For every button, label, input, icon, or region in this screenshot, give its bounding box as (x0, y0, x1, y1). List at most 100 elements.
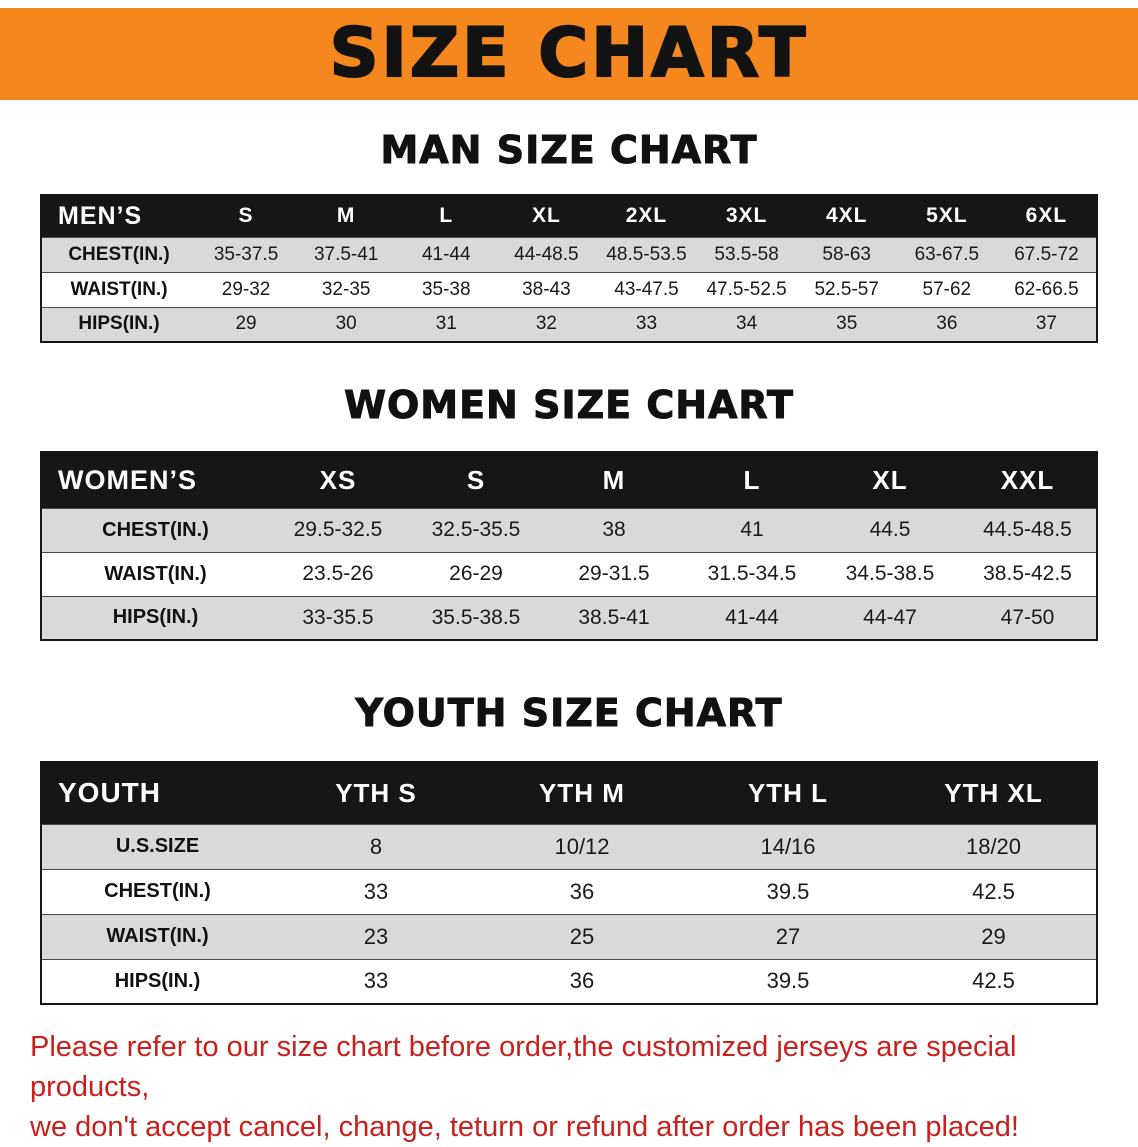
size-column-header: YTH M (479, 762, 685, 824)
youth-table-body: U.S.SIZE 8 10/12 14/16 18/20 CHEST(IN.) 33 36 39… (41, 824, 1097, 1004)
size-value-cell: 39.5 (766, 878, 810, 904)
size-value-cell: 44-47 (863, 605, 917, 629)
size-column-header: S (196, 195, 297, 237)
size-column-header: XXL (959, 452, 1097, 508)
size-value-cell: 31.5-34.5 (707, 562, 797, 585)
size-value-cell: 35-38 (421, 278, 471, 300)
row-label: HIPS(IN.) (114, 969, 201, 992)
table-row: CHEST(IN.) 35-37.5 37.5-41 41-44 44-48.5 48.5… (41, 237, 1097, 272)
size-value-cell: 57-62 (922, 278, 972, 300)
size-value-cell: 63-67.5 (914, 243, 980, 265)
size-column-header: XS (269, 452, 407, 508)
size-value-cell: 47-50 (1000, 605, 1055, 629)
size-value-cell: 33-35.5 (302, 605, 374, 629)
size-value-cell: 33 (363, 878, 389, 904)
size-value-cell: 44.5-48.5 (983, 518, 1072, 541)
row-label: WAIST(IN.) (104, 562, 207, 585)
size-value-cell: 32-35 (321, 278, 371, 300)
table-corner-label: YOUTH (41, 762, 273, 824)
size-column-header: M (545, 452, 683, 508)
table-row: U.S.SIZE 8 10/12 14/16 18/20 (41, 824, 1097, 869)
size-value-cell: 29-31.5 (578, 562, 650, 585)
size-column-header: XL (496, 195, 597, 237)
size-value-cell: 27 (775, 923, 801, 949)
size-value-cell: 29.5-32.5 (293, 518, 383, 541)
table-row: WAIST(IN.) 23.5-26 26-29 29-31.5 31.5-34.5 34… (41, 552, 1097, 596)
table-corner-label: MEN’S (41, 195, 196, 237)
size-column-header: YTH XL (891, 762, 1097, 824)
page-title: SIZE CHART (329, 14, 809, 93)
size-value-cell: 25 (569, 923, 595, 949)
row-label: CHEST(IN.) (68, 243, 170, 265)
size-value-cell: 58-63 (822, 243, 872, 265)
table-row: WAIST(IN.) 29-32 32-35 35-38 38-43 43-47.5 47.… (41, 272, 1097, 307)
size-column-header: M (296, 195, 397, 237)
table-row: HIPS(IN.) 33-35.5 35.5-38.5 38.5-41 41-44 44-… (41, 596, 1097, 640)
row-label: HIPS(IN.) (78, 313, 160, 335)
size-value-cell: 35.5-38.5 (431, 605, 521, 629)
size-column-header: L (396, 195, 497, 237)
size-value-cell: 14/16 (760, 833, 816, 859)
table-row: CHEST(IN.) 29.5-32.5 32.5-35.5 38 41 44.5 44.5… (41, 508, 1097, 552)
youth-table-header: YOUTH YTH S YTH M YTH L YTH XL (41, 762, 1097, 824)
size-value-cell: 44.5 (869, 518, 911, 541)
banner: SIZE CHART (0, 8, 1138, 100)
size-value-cell: 29 (981, 923, 1006, 949)
size-value-cell: 48.5-53.5 (606, 243, 687, 265)
size-value-cell: 38.5-42.5 (983, 562, 1072, 585)
men-table-body: CHEST(IN.) 35-37.5 37.5-41 41-44 44-48.5 48.5… (41, 237, 1097, 342)
size-value-cell: 35 (836, 313, 858, 335)
size-value-cell: 30 (335, 313, 357, 335)
size-value-cell: 42.5 (972, 878, 1015, 904)
women-table-header: WOMEN’S XS S M L XL XXL (41, 452, 1097, 508)
row-label: CHEST(IN.) (102, 518, 209, 541)
size-value-cell: 47.5-52.5 (706, 278, 787, 300)
size-value-cell: 10/12 (554, 833, 610, 859)
size-value-cell: 23.5-26 (302, 562, 374, 585)
size-value-cell: 38.5-41 (578, 605, 650, 629)
size-column-header: 4XL (796, 195, 897, 237)
men-size-section: MAN SIZE CHART MEN’S S M L XL 2XL 3XL 4XL 5XL 6XL… (0, 128, 1138, 343)
size-column-header: 2XL (596, 195, 697, 237)
row-label: WAIST(IN.) (70, 278, 168, 300)
table-row: HIPS(IN.) 33 36 39.5 42.5 (41, 959, 1097, 1004)
size-value-cell: 37 (1035, 313, 1057, 335)
size-value-cell: 42.5 (972, 968, 1015, 994)
size-value-cell: 34 (736, 313, 758, 335)
size-value-cell: 41-44 (421, 243, 471, 265)
table-row: HIPS(IN.) 29 30 31 32 33 34 35 36 37 (41, 307, 1097, 342)
size-value-cell: 38 (602, 518, 626, 541)
size-value-cell: 31 (435, 313, 457, 335)
women-table-body: CHEST(IN.) 29.5-32.5 32.5-35.5 38 41 44.5 44.5… (41, 508, 1097, 640)
size-value-cell: 41 (740, 518, 764, 541)
size-value-cell: 36 (936, 313, 958, 335)
header-row: YOUTH YTH S YTH M YTH L YTH XL (41, 762, 1097, 824)
size-value-cell: 38-43 (522, 278, 571, 300)
size-value-cell: 36 (569, 878, 595, 904)
size-column-header: YTH S (273, 762, 479, 824)
row-label: WAIST(IN.) (106, 925, 209, 947)
table-corner-label: WOMEN’S (41, 452, 269, 508)
women-section-heading: WOMEN SIZE CHART (344, 383, 794, 428)
size-value-cell: 33 (363, 968, 389, 994)
header-row: MEN’S S M L XL 2XL 3XL 4XL 5XL 6XL (41, 195, 1097, 237)
size-column-header: YTH L (685, 762, 891, 824)
size-value-cell: 23 (363, 923, 389, 949)
disclaimer: Please refer to our size chart before or… (0, 1027, 1138, 1147)
size-value-cell: 53.5-58 (714, 243, 779, 265)
size-value-cell: 29-32 (221, 278, 271, 300)
size-value-cell: 33 (635, 313, 658, 335)
men-size-table: MEN’S S M L XL 2XL 3XL 4XL 5XL 6XL CHEST(IN.) 35-3… (40, 194, 1098, 343)
size-value-cell: 39.5 (766, 968, 810, 994)
size-column-header: S (407, 452, 545, 508)
youth-size-section: YOUTH SIZE CHART YOUTH YTH S YTH M YTH L YTH… (0, 691, 1138, 1005)
size-value-cell: 35-37.5 (213, 243, 279, 265)
women-size-section: WOMEN SIZE CHART WOMEN’S XS S M L XL XXL CHEST… (0, 383, 1138, 641)
table-row: WAIST(IN.) 23 25 27 29 (41, 914, 1097, 959)
row-label: U.S.SIZE (115, 835, 200, 857)
row-label: CHEST(IN.) (104, 880, 211, 902)
youth-size-table: YOUTH YTH S YTH M YTH L YTH XL U.S.SIZE 8 10/1… (40, 761, 1098, 1005)
size-value-cell: 62-66.5 (1014, 278, 1079, 300)
disclaimer-line-1: Please refer to our size chart before or… (30, 1031, 1017, 1104)
men-table-header: MEN’S S M L XL 2XL 3XL 4XL 5XL 6XL (41, 195, 1097, 237)
